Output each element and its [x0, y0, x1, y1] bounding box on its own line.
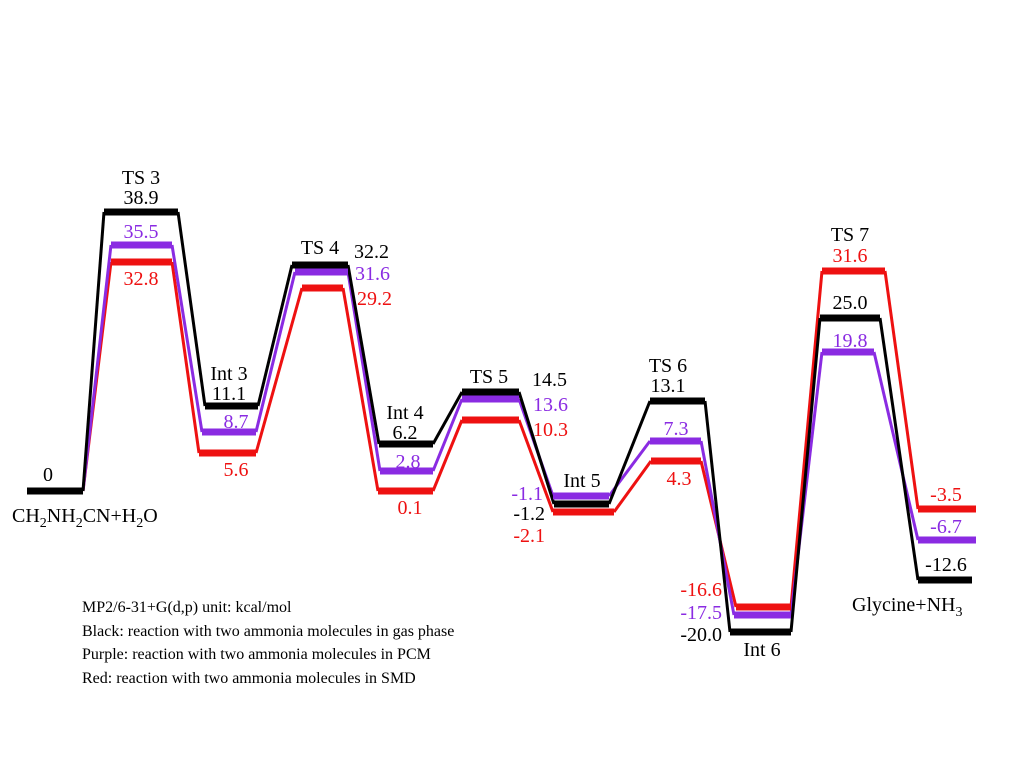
smd-ts7-value: 31.6: [833, 245, 868, 267]
reactants-label: CH2NH2CN+H2O: [12, 505, 158, 531]
smd-connector-ts4-int4: [341, 287, 380, 492]
smd-values: 32.8 5.6 29.2 0.1 10.3 -2.1 4.3 -16.6 31…: [124, 245, 962, 601]
pcm-int3-value: 8.7: [224, 411, 249, 433]
gas-ts3-value: 38.9: [124, 187, 159, 209]
pcm-int6-value: -17.5: [680, 602, 722, 624]
smd-connector-int4-ts5: [431, 419, 464, 492]
ts3-label: TS 3: [122, 167, 160, 189]
int5-label: Int 5: [563, 470, 600, 492]
pcm-ts7-value: 19.8: [833, 330, 868, 352]
gas-ts6-value: 13.1: [651, 375, 686, 397]
pcm-ts6-value: 7.3: [664, 418, 689, 440]
reactants-energy-label: 0: [43, 464, 53, 486]
black-legend-note: Black: reaction with two ammonia molecul…: [82, 622, 455, 640]
pcm-connector-ts4-int4: [346, 271, 382, 472]
gas-connector-reac-ts3: [81, 211, 106, 492]
ts7-label: TS 7: [831, 224, 869, 246]
pcm-connector-int4-ts5: [431, 398, 464, 472]
int3-label: Int 3: [210, 363, 247, 385]
smd-int6-value: -16.6: [680, 579, 722, 601]
smd-connector-ts5-int5: [517, 419, 555, 513]
pcm-ts4-value: 31.6: [355, 263, 390, 285]
energy-level-bars: [27, 208, 976, 636]
smd-ts6-value: 4.3: [667, 468, 692, 490]
smd-ts4-value: 29.2: [357, 288, 392, 310]
pcm-connector-reac-ts3: [81, 244, 113, 492]
products-label: Glycine+NH3: [852, 594, 962, 620]
gas-int6-value: -20.0: [680, 624, 722, 646]
smd-connector-ts7-prod: [883, 270, 920, 510]
pcm-int4-value: 2.8: [396, 451, 421, 473]
gas-product-value: -12.6: [925, 554, 967, 576]
gas-ts7-value: 25.0: [833, 292, 868, 314]
smd-product-value: -3.5: [930, 484, 962, 506]
gas-connector-ts5-int5: [517, 391, 556, 505]
pcm-product-value: -6.7: [930, 516, 962, 538]
gas-connector-int4-ts5: [431, 391, 464, 445]
smd-connector-int5-ts6: [612, 460, 653, 513]
pcm-int5-value: -1.1: [511, 483, 543, 505]
gas-connector-ts4-int4: [346, 264, 381, 445]
gas-int4-value: 6.2: [393, 422, 418, 444]
smd-connector-int6-ts7: [789, 270, 824, 608]
gas-connector-ts7-prod: [878, 317, 920, 581]
gas-connector-int6-ts7: [789, 317, 822, 633]
smd-connector-ts3-int3: [170, 261, 201, 454]
gas-int5-value: -1.2: [513, 503, 545, 525]
gas-ts4-value: 32.2: [354, 241, 389, 263]
gas-connector-int5-ts6: [607, 400, 652, 505]
smd-int3-value: 5.6: [224, 459, 249, 481]
smd-int5-value: -2.1: [513, 525, 545, 547]
gas-ts5-value: 14.5: [532, 369, 567, 391]
smd-ts3-value: 32.8: [124, 268, 159, 290]
pcm-connector-ts7-prod: [872, 351, 920, 541]
ts5-label: TS 5: [470, 366, 508, 388]
pcm-connector-ts3-int3: [170, 244, 204, 433]
gas-connector-lines: [81, 211, 920, 633]
method-notes: MP2/6-31+G(d,p) unit: kcal/mol Black: re…: [82, 596, 454, 691]
pcm-ts5-value: 13.6: [533, 394, 568, 416]
int6-label: Int 6: [743, 639, 780, 661]
smd-connector-int3-ts4: [254, 287, 304, 454]
red-legend-note: Red: reaction with two ammonia molecules…: [82, 670, 416, 688]
smd-connector-lines: [81, 261, 920, 608]
pcm-connector-int3-ts4: [254, 271, 297, 433]
pcm-values: 35.5 8.7 31.6 2.8 13.6 -1.1 7.3 -17.5 19…: [124, 221, 962, 624]
gas-connector-ts6-int6: [703, 400, 732, 633]
gas-values: 38.9 11.1 32.2 6.2 14.5 -1.2 13.1 -20.0 …: [124, 187, 967, 646]
ts4-label: TS 4: [301, 237, 339, 259]
method-note: MP2/6-31+G(d,p) unit: kcal/mol: [82, 599, 292, 616]
smd-int4-value: 0.1: [398, 497, 423, 519]
gas-int3-value: 11.1: [212, 383, 246, 405]
pcm-ts3-value: 35.5: [124, 221, 159, 243]
int4-label: Int 4: [386, 402, 423, 424]
ts6-label: TS 6: [649, 355, 687, 377]
gas-connector-int3-ts4: [256, 264, 294, 407]
smd-ts5-value: 10.3: [533, 419, 568, 441]
gas-connector-ts3-int3: [176, 211, 207, 407]
purple-legend-note: Purple: reaction with two ammonia molecu…: [82, 646, 431, 664]
